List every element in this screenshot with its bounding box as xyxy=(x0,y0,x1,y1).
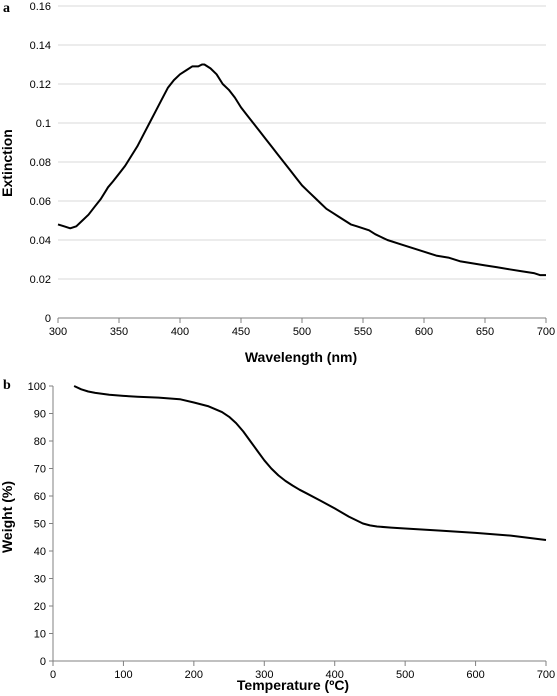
y-tick-label: 0.16 xyxy=(30,1,51,13)
x-tick-label: 700 xyxy=(537,669,555,681)
x-tick-label: 550 xyxy=(354,326,372,338)
weight-y-tick-labels: 0 10 20 30 40 50 60 70 80 90 100 xyxy=(28,381,46,668)
x-axis-title-wavelength: Wavelength (nm) xyxy=(245,349,357,365)
x-tick-label: 500 xyxy=(293,326,311,338)
panel-label-b: b xyxy=(3,378,11,393)
y-tick-label: 90 xyxy=(34,409,46,421)
y-tick-label: 70 xyxy=(34,464,46,476)
weight-series-line xyxy=(73,385,547,541)
panel-label-a: a xyxy=(3,1,10,16)
y-tick-label: 30 xyxy=(34,574,46,586)
x-tick-label: 600 xyxy=(466,669,484,681)
x-tick-label: 0 xyxy=(50,669,56,681)
y-tick-label: 10 xyxy=(34,629,46,641)
x-tick-label: 450 xyxy=(232,326,250,338)
y-axis-title-weight: Weight (%) xyxy=(0,481,15,553)
extinction-x-tick-labels: 300 350 400 450 500 550 600 650 700 xyxy=(49,326,555,338)
x-axis-title-temperature: Temperature (ºC) xyxy=(237,677,349,693)
y-tick-label: 0.04 xyxy=(30,235,51,247)
y-tick-label: 100 xyxy=(28,381,46,393)
y-tick-label: 60 xyxy=(34,491,46,503)
weight-axes xyxy=(49,385,547,666)
weight-chart: b 0 10 20 30 40 50 60 70 80 90 100 0 100 200 300 400 50… xyxy=(0,378,555,693)
y-tick-label: 20 xyxy=(34,601,46,613)
weight-x-tick-labels: 0 100 200 300 400 500 600 700 xyxy=(50,669,555,681)
x-tick-label: 200 xyxy=(185,669,203,681)
y-tick-label: 0.12 xyxy=(30,79,51,91)
x-tick-label: 500 xyxy=(396,669,414,681)
y-tick-label: 0.02 xyxy=(30,274,51,286)
y-tick-label: 0 xyxy=(45,313,51,325)
extinction-series-line xyxy=(57,63,546,277)
extinction-gridlines xyxy=(58,5,546,280)
x-tick-label: 400 xyxy=(171,326,189,338)
y-tick-label: 50 xyxy=(34,519,46,531)
y-axis-title-extinction: Extinction xyxy=(0,129,15,197)
y-tick-label: 0.06 xyxy=(30,196,51,208)
x-tick-label: 700 xyxy=(537,326,555,338)
y-tick-label: 40 xyxy=(34,546,46,558)
x-tick-label: 600 xyxy=(415,326,433,338)
y-tick-label: 0.1 xyxy=(36,118,51,130)
y-tick-label: 0 xyxy=(40,656,46,668)
x-tick-label: 650 xyxy=(476,326,494,338)
x-tick-label: 100 xyxy=(114,669,132,681)
y-tick-label: 80 xyxy=(34,436,46,448)
extinction-chart: a 0 0.02 0.04 0.06 0.08 0.1 0.12 0.14 0.16 300 35… xyxy=(0,1,555,365)
x-tick-label: 300 xyxy=(49,326,67,338)
x-tick-label: 300 xyxy=(255,669,273,681)
y-tick-label: 0.08 xyxy=(30,157,51,169)
x-tick-label: 350 xyxy=(110,326,128,338)
extinction-y-tick-labels: 0 0.02 0.04 0.06 0.08 0.1 0.12 0.14 0.16 xyxy=(30,1,51,325)
extinction-axes xyxy=(57,317,547,323)
y-tick-label: 0.14 xyxy=(30,40,51,52)
x-tick-label: 400 xyxy=(326,669,344,681)
